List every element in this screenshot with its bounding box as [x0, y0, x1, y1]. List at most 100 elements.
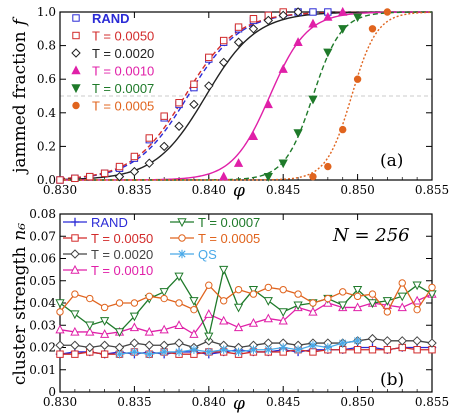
panel-b-point-t-0-0050 — [368, 346, 377, 354]
panel-b-point-t-0-0010 — [55, 324, 65, 334]
panel-b-legend-label-t-0-0020: T = 0.0020 — [91, 247, 153, 262]
panel-b-point-t-0-0050 — [56, 350, 64, 358]
panel-b-point-t-0-0010 — [397, 302, 407, 312]
panel-a-point-t-0-0010 — [308, 18, 318, 28]
panel-a-point-t-0-0020 — [218, 57, 229, 68]
panel-b-point-t-0-0010 — [100, 329, 110, 338]
panel-a-point-t-0-0020 — [233, 37, 244, 47]
panel-a-point-t-0-0007 — [352, 13, 363, 23]
panel-a-xtick-label: 0.830 — [43, 183, 77, 197]
panel-a-point-t-0-0050 — [175, 99, 183, 107]
panel-b-legend-marker-t-0-0010 — [70, 264, 80, 274]
panel-a-point-t-0-0020 — [144, 158, 154, 168]
panel-a-point-t-0-0010 — [323, 11, 333, 21]
panel-b-ytick-label: 0.03 — [29, 318, 56, 332]
panel-b-point-t-0-0007 — [159, 288, 169, 297]
panel-b-ytick-label: 0.05 — [29, 274, 56, 288]
panel-a-point-t-0-0050 — [219, 36, 228, 45]
panel-b-point-t-0-0005 — [115, 299, 124, 307]
panel-b-annotation: N = 256 — [332, 225, 410, 246]
panel-a-point-t-0-0050 — [86, 172, 94, 181]
panel-b-point-t-0-0020 — [144, 340, 154, 350]
panel-b-point-t-0-0007 — [278, 308, 288, 317]
panel-b-point-qs — [323, 343, 333, 352]
panel-b-point-qs — [249, 345, 258, 354]
panel-b-point-t-0-0005 — [86, 294, 94, 303]
panel-b-point-qs — [189, 345, 199, 354]
panel-b-point-t-0-0005 — [175, 299, 183, 307]
panel-b-point-t-0-0007 — [338, 301, 348, 311]
panel-b-legend: RAND T = 0.0007 T = 0.0050 T = 0.0005 T = 0.… — [63, 215, 260, 278]
panel-a-point-t-0-0007 — [338, 25, 348, 34]
panel-b-legend-label-qs: QS — [198, 247, 217, 262]
panel-a-xtick-label: 0.855 — [415, 183, 449, 197]
panel-b-point-t-0-0005 — [71, 290, 79, 298]
panel-a-point-t-0-0005 — [383, 8, 392, 16]
panel-b-point-qs — [204, 347, 213, 357]
panel-a-point-t-0-0050 — [56, 176, 64, 184]
panel-a-ticks: 0.830 0.835 0.840 0.845 0.850 0.855 0.0 0.2 0.4 0… — [37, 5, 449, 197]
panel-b-point-t-0-0007 — [100, 317, 110, 326]
panel-b-point-t-0-0007 — [293, 301, 303, 311]
panel-b-point-t-0-0010 — [174, 320, 184, 329]
panel-b-xtick-label: 0.830 — [43, 395, 77, 409]
panel-a-legend-marker-t-0-0010 — [71, 65, 81, 75]
panel-a-legend-label-t-0-0050: T = 0.0050 — [92, 29, 154, 44]
panel-b-point-t-0-0010 — [308, 306, 318, 316]
panel-a-ytick-label: 0.8 — [37, 39, 56, 53]
panel-b-legend-label-t-0-0007: T = 0.0007 — [198, 215, 260, 230]
panel-b-point-t-0-0010 — [85, 326, 95, 336]
panel-b-point-t-0-0005 — [279, 285, 287, 294]
panel-a-curve-t-0-0005 — [60, 11, 433, 181]
panel-a-point-t-0-0010 — [293, 37, 303, 46]
panel-b-point-qs — [159, 347, 169, 357]
panel-b-point-t-0-0020 — [99, 340, 110, 350]
panel-a-legend-label-t-0-0020: T = 0.0020 — [92, 46, 154, 61]
panel-a-curve-t-0-0007 — [60, 11, 432, 181]
panel-b-point-t-0-0010 — [189, 329, 199, 338]
panel-b-point-t-0-0005 — [428, 283, 436, 292]
panel-a-point-t-0-0050 — [190, 80, 198, 88]
panel-b-point-qs — [293, 345, 303, 354]
panel-b-line-t-0-0007 — [59, 267, 433, 339]
panel-b-point-t-0-0007 — [233, 303, 244, 313]
panel-b-point-t-0-0010 — [159, 324, 169, 334]
panel-b-series-lines — [55, 265, 437, 359]
panel-b-ylabel-text: cluster strength — [10, 247, 30, 385]
panel-a-point-t-0-0020 — [278, 10, 288, 21]
panel-b-point-qs — [264, 345, 273, 354]
panel-a-legend-label-rand: RAND — [92, 11, 130, 26]
panel-b-point-t-0-0007 — [397, 292, 407, 302]
panel-b-point-t-0-0020 — [382, 336, 393, 346]
panel-a-ylabel: jammed fraction f — [10, 16, 30, 175]
panel-b-point-t-0-0050 — [309, 348, 317, 356]
panel-b-point-t-0-0007 — [367, 299, 378, 309]
panel-a-point-t-0-0010 — [263, 99, 273, 109]
panel-b-legend-label-t-0-0050: T = 0.0050 — [91, 231, 153, 246]
panel-b-point-t-0-0005 — [413, 305, 421, 314]
panel-b-point-t-0-0005 — [205, 281, 213, 289]
panel-b-point-t-0-0005 — [383, 308, 392, 316]
panel-b-point-t-0-0005 — [368, 290, 377, 298]
panel-a-point-t-0-0005 — [309, 172, 317, 181]
panel-a-ylabel-symbol: f — [10, 16, 30, 27]
panel-b-ylabel: cluster strength n₆ — [10, 223, 30, 385]
panel-a-data-points — [56, 6, 392, 184]
panel-a-point-t-0-0050 — [100, 169, 109, 177]
panel-b-point-t-0-0050 — [383, 346, 392, 354]
panel-b-point-t-0-0010 — [70, 326, 80, 336]
panel-a-point-t-0-0050 — [205, 53, 213, 62]
panel-a-point-t-0-0020 — [204, 81, 214, 91]
panel-b-point-t-0-0007 — [382, 297, 392, 306]
panel-a-point-t-0-0050 — [145, 134, 153, 142]
panel-b-point-t-0-0007 — [55, 299, 65, 309]
panel-b-point-t-0-0007 — [189, 297, 199, 306]
panel-a-legend-label-t-0-0007: T = 0.0007 — [92, 81, 154, 96]
panel-b-point-t-0-0010 — [352, 302, 363, 312]
panel-b-point-t-0-0020 — [85, 342, 95, 353]
panel-a-point-t-0-0050 — [130, 152, 139, 161]
panel-b-ticks: 0.830 0.835 0.840 0.845 0.850 0.855 0 0.01 0.02 0… — [29, 207, 449, 409]
panel-a-legend-label-t-0-0005: T = 0.0005 — [92, 99, 154, 114]
panel-b-point-qs — [174, 347, 184, 357]
